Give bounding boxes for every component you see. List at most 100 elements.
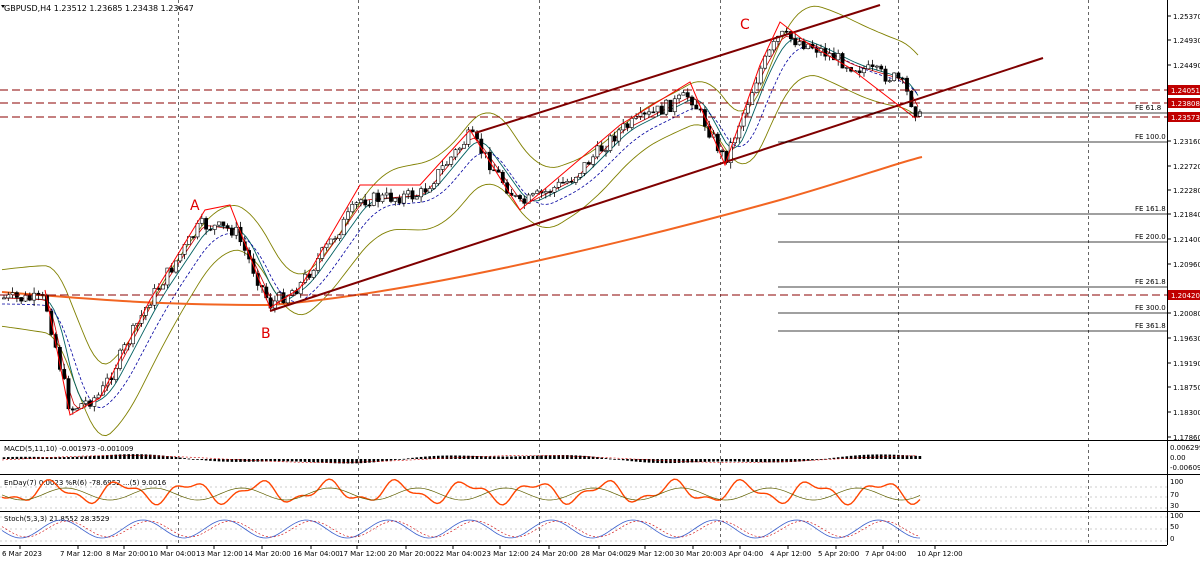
price-level-boxes: 1.24051 1.23808 1.23573 1.20420	[1168, 85, 1200, 300]
fib-level-label: FE 261.8	[1135, 278, 1166, 286]
candle-body	[754, 82, 759, 93]
macd-bar	[867, 454, 870, 459]
price-level-box-label: 1.23808	[1171, 100, 1200, 108]
candle-body	[530, 193, 535, 196]
macd-bar	[471, 455, 474, 459]
macd-tick-top: 0.006299	[1170, 444, 1200, 452]
oscillator-tick-mid: 70	[1170, 491, 1179, 499]
macd-bar	[54, 457, 57, 459]
time-tick-label: 5 Apr 20:00	[818, 550, 859, 558]
candle-body	[328, 238, 333, 245]
macd-bar	[230, 459, 234, 462]
macd-bar	[690, 459, 694, 463]
candle-body	[569, 180, 574, 183]
candle-body	[844, 67, 849, 69]
macd-bar	[338, 459, 341, 464]
candle-body	[784, 30, 789, 33]
candle-body	[414, 196, 419, 200]
candle-body	[453, 149, 458, 158]
candle-body	[655, 105, 660, 113]
candle-body	[621, 123, 626, 131]
macd-bar	[372, 459, 376, 463]
price-tick-label: 1.18300	[1173, 409, 1200, 417]
macd-bar	[170, 456, 173, 459]
macd-bar	[824, 458, 827, 460]
candle-body	[681, 92, 686, 96]
oscillator-tick-bottom: 30	[1170, 502, 1179, 510]
macd-bar	[93, 455, 96, 459]
candle-body	[32, 292, 37, 301]
candle-body	[513, 195, 518, 197]
candle-body	[363, 199, 368, 206]
collapse-arrow-icon[interactable]	[1, 5, 5, 8]
oscillator-pane[interactable]: EnDay(7) 0.0023 %R(6) -78.6952 ...(5) 9.…	[0, 474, 1200, 511]
macd-bar	[832, 457, 836, 459]
macd-bar	[781, 459, 784, 463]
macd-bar	[415, 457, 419, 459]
macd-bar	[316, 459, 320, 463]
moving-averages	[1, 36, 923, 409]
candle-body	[131, 325, 135, 345]
macd-bar	[591, 456, 595, 459]
macd-bar	[376, 459, 380, 462]
candle-body	[208, 228, 213, 231]
macd-bar	[303, 459, 307, 462]
macd-tick-bottom: -0.006091	[1170, 464, 1200, 472]
candle-body	[591, 156, 596, 165]
time-tick-label: 24 Mar 20:00	[531, 550, 578, 558]
candle-body	[758, 67, 763, 84]
macd-bar	[161, 455, 165, 459]
macd-bar	[308, 459, 311, 463]
candle-body	[629, 118, 634, 128]
macd-bar	[226, 459, 229, 462]
candle-body	[307, 273, 312, 278]
candle-body	[913, 106, 918, 117]
price-level-box	[1168, 290, 1200, 300]
macd-bar	[187, 458, 191, 460]
macd-bar	[428, 456, 431, 459]
candle-body	[470, 129, 475, 133]
price-level-box	[1168, 98, 1200, 108]
macd-bar	[587, 456, 591, 459]
stochastic-pane[interactable]: Stoch(5,3,3) 21.8552 28.3529 100 50 0	[0, 511, 1200, 544]
macd-bar	[523, 456, 526, 459]
macd-bar	[484, 456, 487, 459]
macd-pane[interactable]: MACD(5,11,10) -0.001973 -0.001009 0.0062…	[0, 440, 1200, 473]
macd-bar	[871, 454, 874, 459]
macd-bar	[677, 459, 681, 463]
candle-body	[432, 183, 436, 189]
macd-bar	[419, 456, 423, 459]
macd-bar	[389, 459, 393, 461]
candlesticks	[2, 27, 922, 415]
candle-body	[6, 294, 11, 299]
macd-bar	[320, 459, 324, 463]
oscillator-lines	[0, 478, 1167, 509]
macd-bar	[325, 459, 328, 463]
macd-bar	[282, 459, 285, 462]
macd-bar	[368, 459, 371, 463]
candle-body	[586, 162, 591, 165]
candle-body	[909, 90, 914, 108]
candle-body	[75, 408, 80, 411]
price-axis[interactable]: 1.25370 1.24930 1.24490 1.24051 1.23808 1.235…	[1167, 13, 1200, 442]
stochastic-lines	[0, 516, 1167, 542]
candle-body	[518, 195, 522, 200]
macd-bar	[772, 459, 775, 463]
macd-bar	[862, 454, 866, 459]
candle-body	[2, 297, 6, 300]
macd-bar	[750, 459, 754, 462]
macd-bar	[239, 459, 242, 462]
candle-body	[161, 284, 166, 290]
macd-bar	[488, 456, 492, 459]
fib-level-label: FE 61.8	[1135, 104, 1161, 112]
macd-bar	[733, 459, 737, 462]
time-tick-label: 7 Mar 12:00	[60, 550, 102, 558]
macd-bar	[252, 459, 255, 462]
candle-body	[156, 288, 161, 290]
macd-bar	[682, 459, 685, 463]
time-axis[interactable]: 6 Mar 2023 7 Mar 12:00 8 Mar 20:00 10 Mar 0…	[2, 545, 963, 558]
macd-bar	[497, 456, 500, 459]
macd-bar	[806, 459, 810, 461]
macd-bar	[656, 459, 659, 463]
